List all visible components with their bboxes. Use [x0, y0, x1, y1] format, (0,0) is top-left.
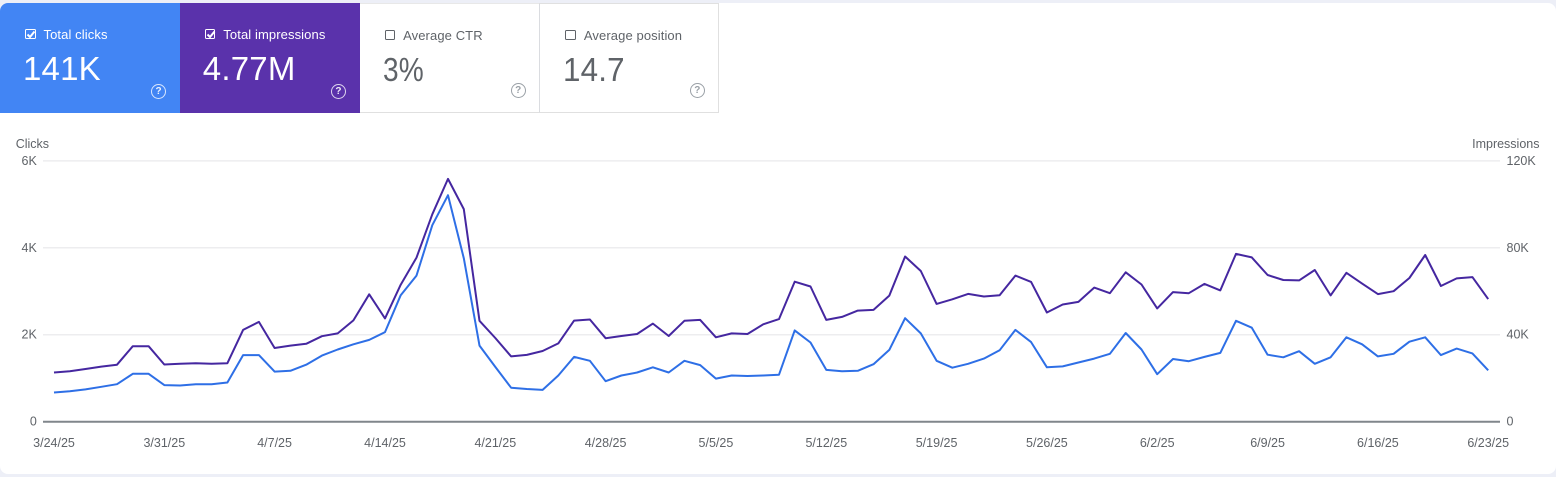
svg-text:3/24/25: 3/24/25: [33, 436, 75, 450]
svg-text:120K: 120K: [1507, 154, 1537, 168]
svg-text:4/28/25: 4/28/25: [585, 436, 627, 450]
svg-text:5/26/25: 5/26/25: [1026, 436, 1068, 450]
svg-text:4/21/25: 4/21/25: [474, 436, 516, 450]
svg-text:Clicks: Clicks: [16, 137, 49, 151]
svg-text:6/16/25: 6/16/25: [1357, 436, 1399, 450]
svg-text:5/19/25: 5/19/25: [916, 436, 958, 450]
svg-text:6/9/25: 6/9/25: [1250, 436, 1285, 450]
svg-text:0: 0: [1507, 414, 1514, 428]
svg-text:6K: 6K: [22, 154, 38, 168]
svg-text:5/5/25: 5/5/25: [699, 436, 734, 450]
svg-text:40K: 40K: [1507, 328, 1530, 342]
svg-text:2K: 2K: [22, 328, 38, 342]
svg-text:0: 0: [30, 414, 37, 428]
svg-text:5/12/25: 5/12/25: [805, 436, 847, 450]
svg-text:80K: 80K: [1507, 241, 1530, 255]
svg-text:4K: 4K: [22, 241, 38, 255]
svg-text:Impressions: Impressions: [1472, 137, 1539, 151]
svg-text:4/14/25: 4/14/25: [364, 436, 406, 450]
svg-text:3/31/25: 3/31/25: [143, 436, 185, 450]
svg-text:6/2/25: 6/2/25: [1140, 436, 1175, 450]
svg-text:6/23/25: 6/23/25: [1467, 436, 1509, 450]
svg-text:4/7/25: 4/7/25: [257, 436, 292, 450]
